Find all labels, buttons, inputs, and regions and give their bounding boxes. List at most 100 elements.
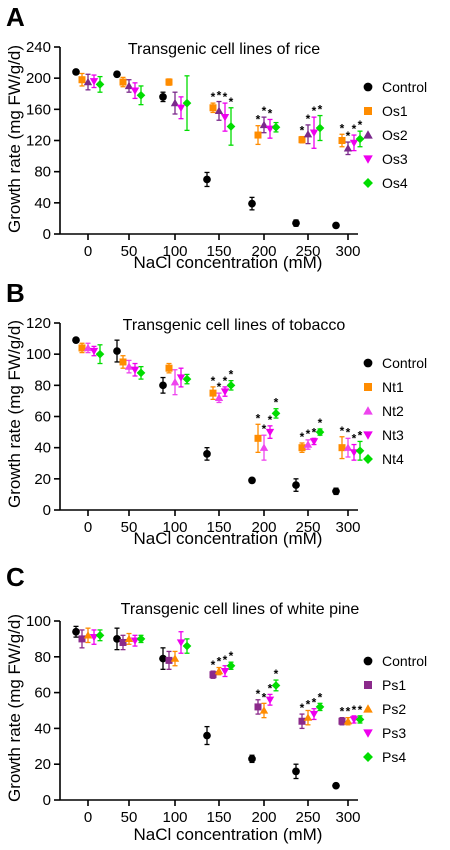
legend-marker <box>363 454 373 464</box>
significance-star: * <box>262 422 267 436</box>
x-tick-label: 300 <box>335 519 360 536</box>
data-point <box>130 87 140 95</box>
data-point <box>119 638 127 646</box>
legend-entry: Control <box>363 79 427 95</box>
significance-star: * <box>318 103 323 117</box>
data-point <box>136 634 146 644</box>
y-tick-label: 80 <box>34 164 51 181</box>
data-point <box>72 68 80 76</box>
x-tick-label: 250 <box>295 243 320 260</box>
data-point <box>298 444 306 452</box>
legend-marker <box>363 358 373 368</box>
significance-star: * <box>262 104 267 118</box>
series-os2: **** <box>83 73 353 156</box>
data-point <box>292 481 300 489</box>
y-tick-label: 80 <box>34 649 51 666</box>
y-tick-label: 100 <box>26 613 51 630</box>
data-point <box>159 93 167 101</box>
significance-star: * <box>312 696 317 710</box>
data-point <box>343 443 353 451</box>
series-nt2: ** * * <box>83 342 353 461</box>
y-tick-label: 40 <box>34 720 51 737</box>
data-point <box>271 122 281 132</box>
data-point <box>124 81 134 90</box>
legend-marker <box>363 130 373 139</box>
legend-label: Nt4 <box>382 451 404 467</box>
data-point <box>220 113 230 122</box>
x-tick-label: 150 <box>206 519 231 536</box>
data-point <box>292 767 300 776</box>
data-point <box>170 378 180 386</box>
significance-star: * <box>340 424 345 438</box>
data-point <box>265 428 275 437</box>
significance-star: * <box>223 653 228 667</box>
series-ps2: **** <box>83 627 353 726</box>
plot-area: 0 40 80 120 160 200 240 0 50 100 150 200 250 300 Contr… <box>26 39 427 260</box>
data-point <box>209 104 217 112</box>
legend-marker <box>363 431 373 440</box>
data-point <box>95 80 105 89</box>
legend-entry: Nt1 <box>364 379 404 395</box>
data-point <box>259 120 269 129</box>
data-point <box>309 710 319 719</box>
significance-star: * <box>217 655 222 669</box>
y-tick-label: 120 <box>26 315 51 332</box>
data-point <box>214 666 224 675</box>
legend-entry: Ps3 <box>363 725 406 741</box>
data-point <box>309 438 319 446</box>
legend-label: Nt3 <box>382 427 404 443</box>
x-tick-label: 300 <box>335 243 360 260</box>
series-os4: *** <box>95 75 365 148</box>
data-point <box>315 427 325 437</box>
data-point <box>78 344 86 352</box>
legend-label: Nt1 <box>382 379 404 395</box>
data-point <box>226 122 236 131</box>
legend-label: Os1 <box>382 103 408 119</box>
chart-title: Transgenic cell lines of rice <box>128 41 320 58</box>
data-point <box>298 717 306 725</box>
significance-star: * <box>217 380 222 394</box>
data-point <box>136 90 146 100</box>
x-axis-label: NaCl concentration (mM) <box>134 253 323 272</box>
data-point <box>259 706 269 714</box>
data-point <box>338 137 346 144</box>
data-point <box>343 144 353 152</box>
plot-area: 0 20 40 60 80 100 120 0 50 100 150 200 250 300 Control… <box>26 315 427 536</box>
legend-marker <box>364 107 372 115</box>
data-point <box>176 639 186 647</box>
series-nt1: *** * <box>78 342 346 460</box>
data-point <box>226 380 236 390</box>
legend-marker <box>363 155 373 164</box>
x-tick-label: 50 <box>121 243 138 260</box>
legend-label: Os2 <box>382 127 408 143</box>
data-point <box>165 364 173 372</box>
series-ps1: *** * <box>78 629 346 730</box>
data-point <box>248 754 256 763</box>
data-point <box>271 409 281 418</box>
y-axis-label: Growth rate (mg FW/g/d) <box>5 45 24 233</box>
x-tick-label: 0 <box>84 809 92 826</box>
y-tick-label: 40 <box>34 440 51 457</box>
data-point <box>83 343 93 352</box>
data-point <box>83 77 93 86</box>
legend-entry: Nt3 <box>363 427 404 443</box>
significance-star: * <box>306 698 311 712</box>
legend-entry: Control <box>363 653 427 669</box>
x-tick-label: 0 <box>84 519 92 536</box>
data-point <box>176 374 186 382</box>
data-point <box>95 349 105 359</box>
panel-c: C Transgenic cell lines of white pine Na… <box>5 562 427 844</box>
data-point <box>170 98 180 107</box>
series-os3: ** ** <box>89 74 359 152</box>
y-axis-label: Growth rate (mg FW/g/d) <box>5 614 24 802</box>
significance-star: * <box>211 658 216 672</box>
data-point <box>203 175 211 184</box>
data-point <box>203 731 211 740</box>
x-tick-label: 200 <box>251 809 276 826</box>
data-point <box>220 388 230 396</box>
x-tick-label: 300 <box>335 809 360 826</box>
data-point <box>248 476 256 485</box>
data-point <box>159 381 167 390</box>
data-point <box>349 139 359 148</box>
